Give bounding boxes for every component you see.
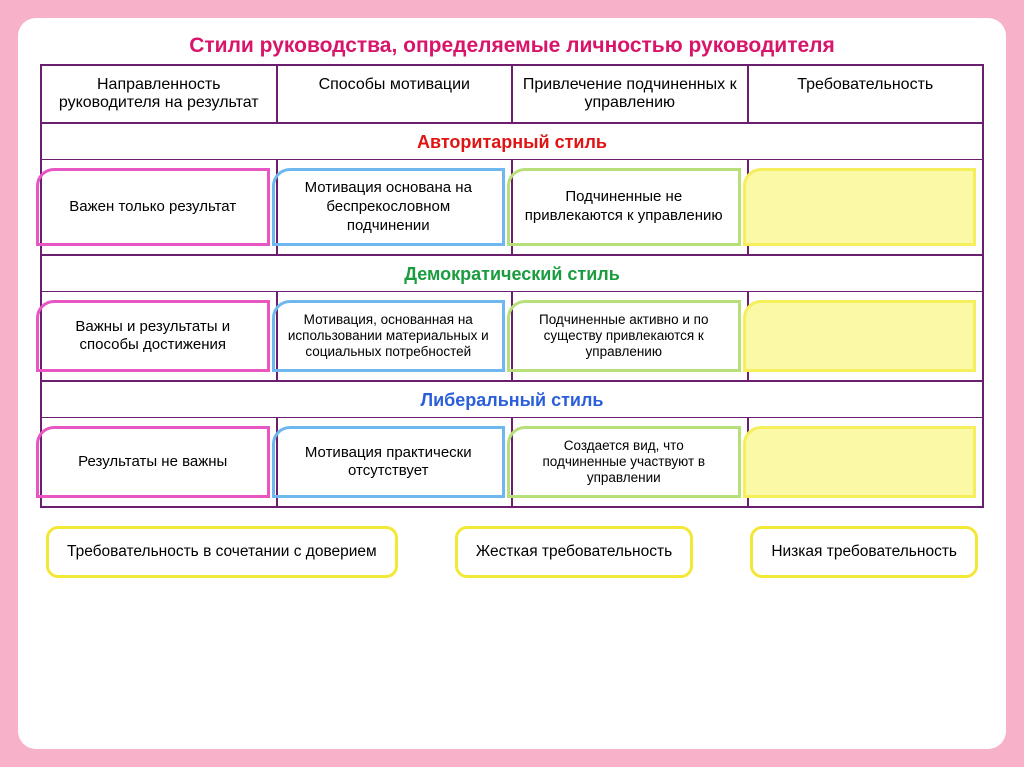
box-involvement: Подчиненные активно и по существу привле… — [507, 300, 741, 372]
table-row: Важны и результаты и способы достижения … — [42, 291, 982, 380]
section-title-democratic: Демократический стиль — [42, 254, 982, 291]
box-result: Важны и результаты и способы достижения — [36, 300, 270, 372]
box-motivation: Мотивация основана на беспрекословном по… — [272, 168, 506, 246]
box-involvement: Создается вид, что подчиненные участвуют… — [507, 426, 741, 498]
cell: Важны и результаты и способы достижения — [42, 292, 278, 380]
cell: Результаты не важны — [42, 418, 278, 506]
box-demanding-empty — [743, 168, 977, 246]
bottom-box: Низкая требовательность — [750, 526, 978, 578]
box-result: Результаты не важны — [36, 426, 270, 498]
header-cell: Способы мотивации — [278, 66, 514, 122]
table-row: Результаты не важны Мотивация практическ… — [42, 417, 982, 506]
box-motivation: Мотивация практически отсутствует — [272, 426, 506, 498]
cell: Создается вид, что подчиненные участвуют… — [513, 418, 749, 506]
cell: Подчиненные не привлекаются к управлению — [513, 160, 749, 254]
cell: Мотивация, основанная на использовании м… — [278, 292, 514, 380]
header-cell: Требовательность — [749, 66, 983, 122]
header-row: Направленность руководителя на результат… — [42, 66, 982, 122]
box-result: Важен только результат — [36, 168, 270, 246]
box-demanding-empty — [743, 300, 977, 372]
cell: Мотивация основана на беспрекословном по… — [278, 160, 514, 254]
bottom-row: Требовательность в сочетании с доверием … — [40, 526, 984, 578]
section-title-authoritarian: Авторитарный стиль — [42, 122, 982, 159]
card: Стили руководства, определяемые личность… — [18, 18, 1006, 749]
cell: Мотивация практически отсутствует — [278, 418, 514, 506]
main-title: Стили руководства, определяемые личность… — [40, 34, 984, 58]
box-demanding-empty — [743, 426, 977, 498]
table-frame: Направленность руководителя на результат… — [40, 64, 984, 508]
cell — [749, 292, 983, 380]
cell: Важен только результат — [42, 160, 278, 254]
cell — [749, 160, 983, 254]
cell — [749, 418, 983, 506]
box-involvement: Подчиненные не привлекаются к управлению — [507, 168, 741, 246]
header-cell: Направленность руководителя на результат — [42, 66, 278, 122]
cell: Подчиненные активно и по существу привле… — [513, 292, 749, 380]
bottom-box: Требовательность в сочетании с доверием — [46, 526, 398, 578]
box-motivation: Мотивация, основанная на использовании м… — [272, 300, 506, 372]
bottom-box: Жесткая требовательность — [455, 526, 693, 578]
section-title-liberal: Либеральный стиль — [42, 380, 982, 417]
header-cell: Привлечение подчиненных к управлению — [513, 66, 749, 122]
table-row: Важен только результат Мотивация основан… — [42, 159, 982, 254]
